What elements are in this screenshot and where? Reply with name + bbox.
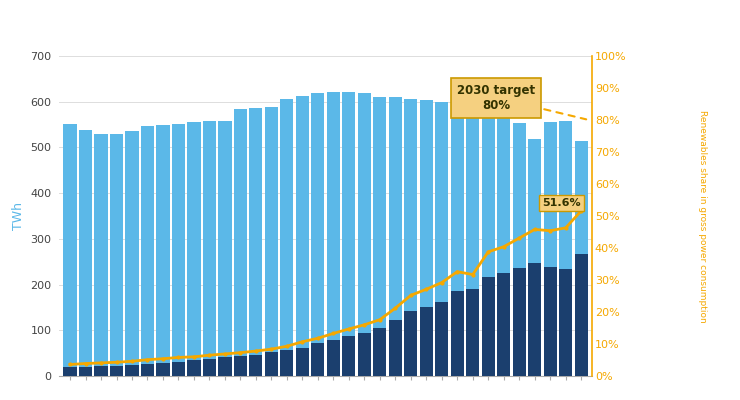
- Text: 51.6%: 51.6%: [542, 198, 581, 208]
- Bar: [312, 93, 324, 376]
- Bar: [296, 348, 309, 376]
- Bar: [141, 364, 154, 376]
- Bar: [574, 254, 588, 376]
- Bar: [95, 134, 107, 376]
- Bar: [388, 97, 402, 376]
- Bar: [513, 123, 526, 376]
- Bar: [125, 132, 138, 376]
- Bar: [203, 359, 216, 376]
- Bar: [420, 100, 433, 376]
- Bar: [528, 263, 541, 376]
- Bar: [373, 97, 386, 376]
- Bar: [312, 343, 324, 376]
- Bar: [342, 336, 355, 376]
- Bar: [544, 122, 556, 376]
- Bar: [513, 268, 526, 376]
- Bar: [466, 289, 480, 376]
- Bar: [451, 103, 464, 376]
- Bar: [280, 350, 294, 376]
- Bar: [435, 302, 448, 376]
- Bar: [327, 340, 340, 376]
- Bar: [64, 367, 77, 376]
- Bar: [265, 352, 278, 376]
- Bar: [482, 277, 495, 376]
- Bar: [296, 96, 309, 376]
- Bar: [559, 270, 572, 376]
- Bar: [172, 124, 185, 376]
- Bar: [249, 108, 263, 376]
- Bar: [172, 362, 185, 376]
- Bar: [482, 116, 495, 376]
- Bar: [559, 121, 572, 376]
- Bar: [187, 122, 201, 376]
- Bar: [404, 99, 417, 376]
- Bar: [79, 130, 92, 376]
- Bar: [110, 134, 123, 376]
- Bar: [388, 320, 402, 376]
- Bar: [141, 126, 154, 376]
- Text: WIRE: WIRE: [657, 23, 690, 33]
- Bar: [327, 92, 340, 376]
- Bar: [544, 267, 556, 376]
- Bar: [357, 332, 371, 376]
- Bar: [451, 292, 464, 376]
- Bar: [249, 354, 263, 376]
- Bar: [528, 139, 541, 376]
- Text: 2030 target
80%: 2030 target 80%: [457, 84, 586, 119]
- Bar: [497, 273, 511, 376]
- Bar: [466, 113, 480, 376]
- Bar: [95, 366, 107, 376]
- Bar: [234, 110, 247, 376]
- Bar: [497, 118, 511, 376]
- Bar: [420, 306, 433, 376]
- Bar: [280, 99, 294, 376]
- Y-axis label: Renewables share in gross power consumption: Renewables share in gross power consumpt…: [699, 110, 707, 322]
- Bar: [404, 311, 417, 376]
- Bar: [203, 121, 216, 376]
- Bar: [110, 366, 123, 376]
- Bar: [342, 92, 355, 376]
- Bar: [218, 357, 232, 376]
- Bar: [435, 102, 448, 376]
- Bar: [265, 107, 278, 376]
- Y-axis label: TWh: TWh: [12, 202, 25, 230]
- Bar: [373, 328, 386, 376]
- Bar: [187, 360, 201, 376]
- Bar: [218, 121, 232, 376]
- Bar: [79, 367, 92, 376]
- Bar: [574, 140, 588, 376]
- Bar: [64, 124, 77, 376]
- Bar: [357, 92, 371, 376]
- Bar: [156, 125, 169, 376]
- Bar: [125, 365, 138, 376]
- Bar: [234, 356, 247, 376]
- Bar: [156, 363, 169, 376]
